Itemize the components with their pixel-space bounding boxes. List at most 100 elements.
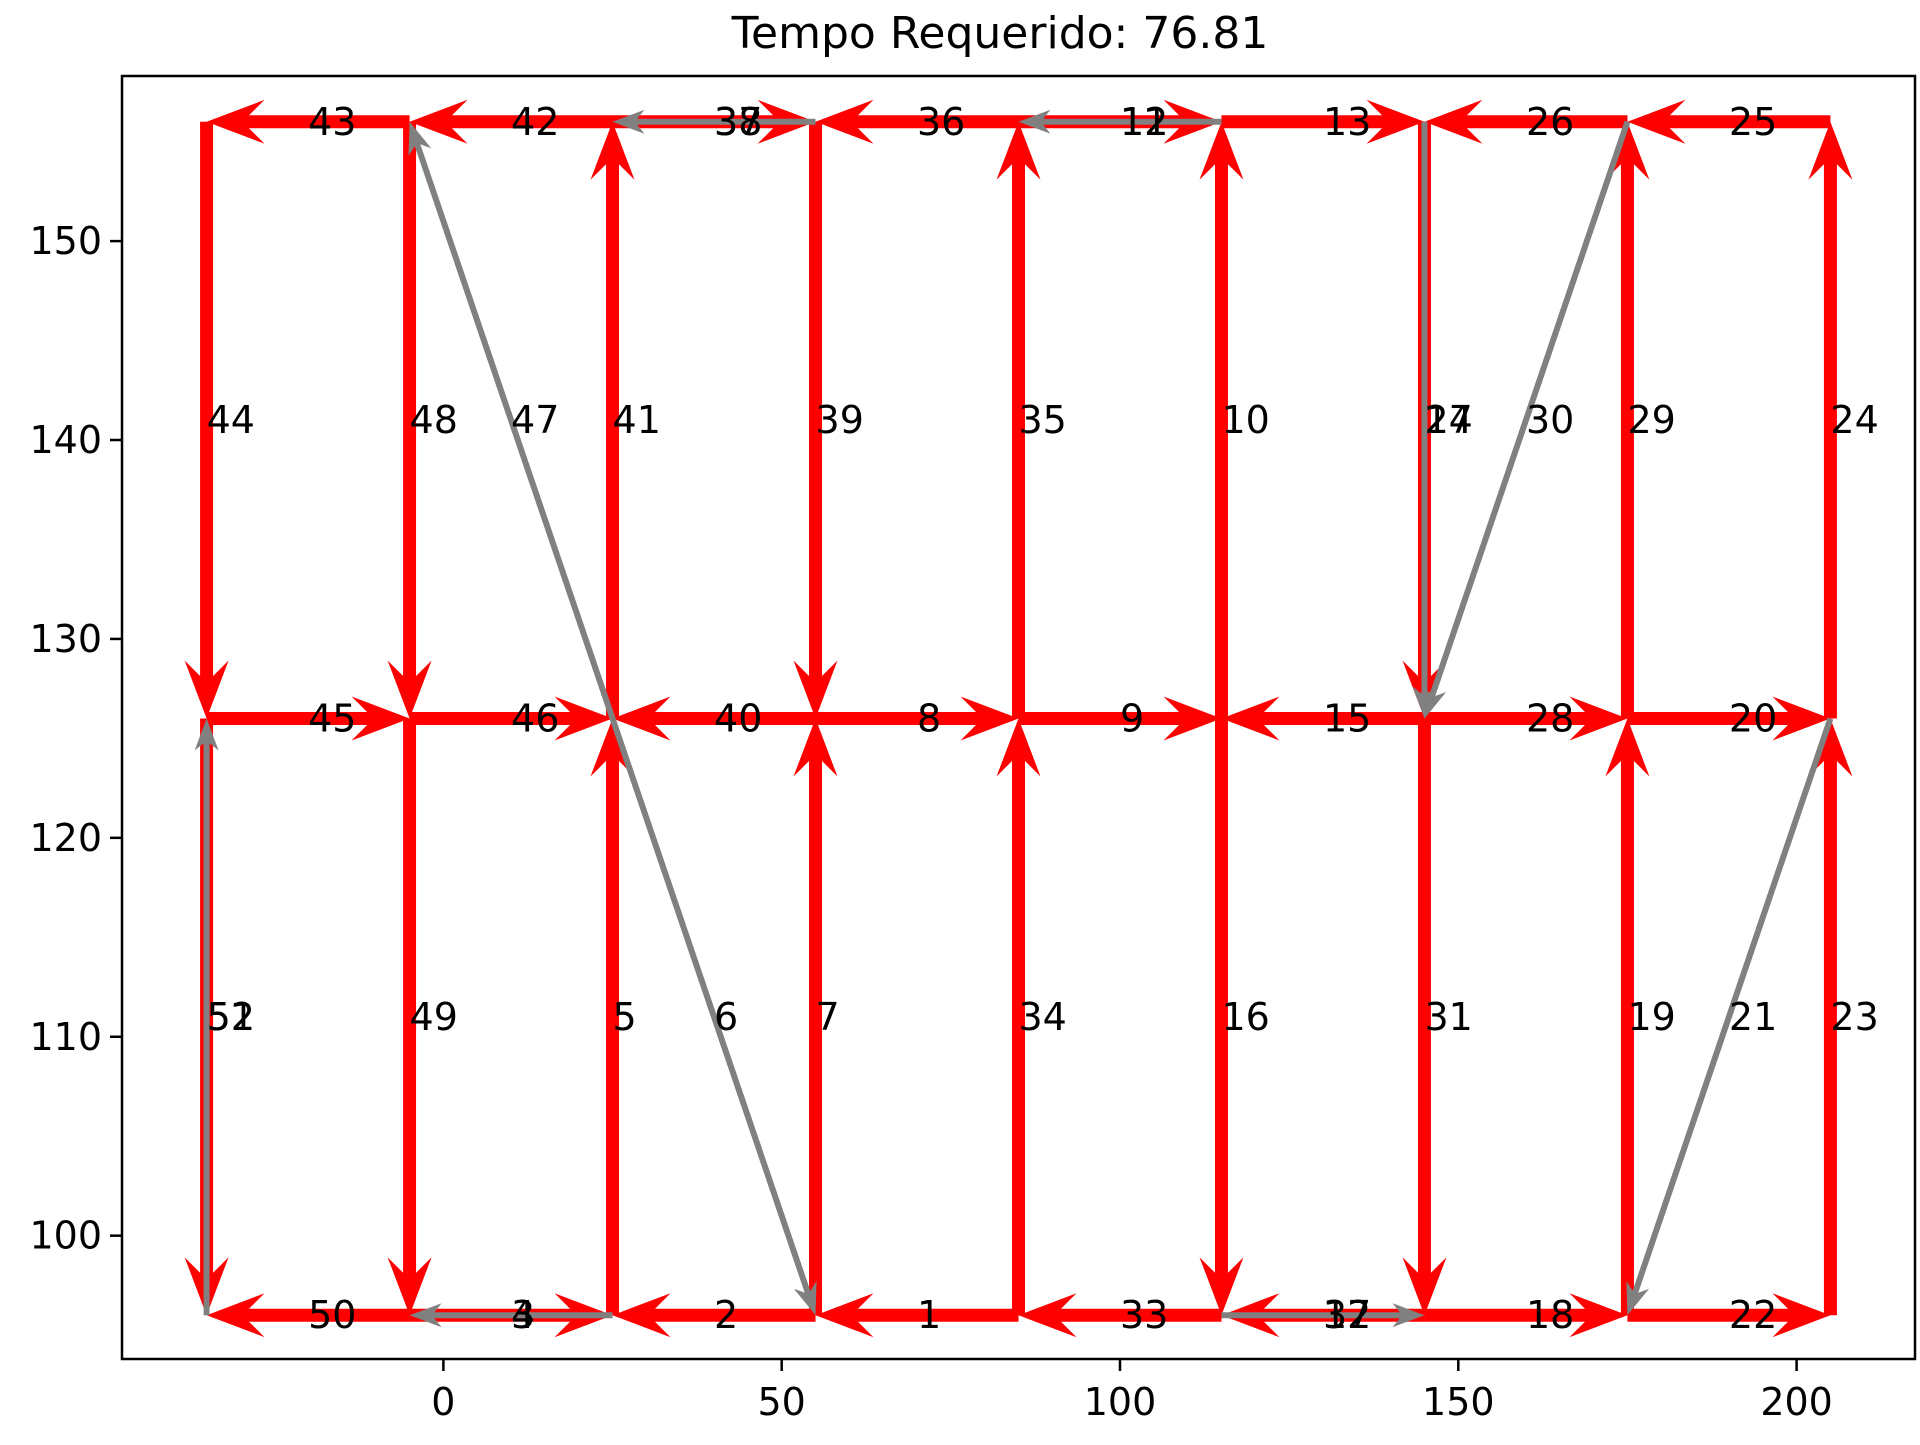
x-tick-label: 0 [431,1380,455,1424]
edge-2 [612,1293,816,1338]
edge-label: 45 [308,696,356,740]
edge-9 [1018,696,1222,741]
edge-arrowhead [408,121,432,156]
edge-label: 14 [1424,398,1472,442]
edge-label: 1 [917,1293,941,1337]
edge-arrowhead [1424,99,1483,144]
edge-label: 39 [816,398,864,442]
edge-label: 3 [511,1293,535,1337]
edge-13 [1221,99,1425,144]
edge-arrowhead [1808,121,1853,180]
edge-17 [1221,1303,1425,1328]
edge-arrowhead [387,1257,432,1316]
edge-arrowhead [1626,1281,1650,1316]
edge-8 [815,696,1019,741]
edge-label: 17 [1323,1293,1371,1337]
edge-45 [206,696,410,741]
y-tick-label: 100 [29,1214,102,1258]
edge-33 [1018,1293,1222,1338]
edge-label: 8 [917,696,941,740]
edge-arrowhead [1018,1293,1077,1338]
edge-43 [206,99,410,144]
edge-label: 31 [1424,995,1472,1039]
y-tick-label: 150 [29,219,102,263]
edge-arrowhead [206,1293,265,1338]
edge-label: 40 [714,696,762,740]
edge-line [412,138,616,720]
edge-label: 13 [1323,100,1371,144]
edge-arrowhead [1569,1293,1628,1338]
edge-label: 11 [1120,100,1168,144]
x-tick-label: 100 [1084,1380,1157,1424]
edge-label: 44 [207,398,255,442]
edge-label: 46 [511,696,559,740]
edge-36 [815,99,1019,144]
edge-arrowhead [996,718,1041,777]
edge-arrowhead [590,718,635,777]
plot-frame [120,74,1917,1361]
edge-arrowhead [1392,1303,1425,1328]
edge-label: 34 [1019,995,1067,1039]
edge-51 [194,718,219,1316]
edge-arrowhead [1199,121,1244,180]
edge-22 [1627,1293,1831,1338]
edge-arrowhead [194,718,219,751]
edge-arrowhead [409,1303,442,1328]
edge-arrowhead [612,1293,671,1338]
edge-label: 22 [1729,1293,1777,1337]
edge-40 [612,696,816,741]
edge-label: 47 [511,398,559,442]
edge-line [1630,717,1834,1299]
edge-arrowhead [1163,696,1222,741]
edge-20 [1627,696,1831,741]
edge-arrowhead [590,121,635,180]
edge-label: 7 [816,995,840,1039]
edge-arrowhead [409,99,468,144]
edge-label: 18 [1526,1293,1574,1337]
edge-16 [1199,718,1244,1316]
edge-arrowhead [1199,1257,1244,1316]
edge-label: 5 [613,995,637,1039]
edge-arrowhead [612,109,645,134]
edge-line [609,717,813,1299]
edge-label: 41 [613,398,661,442]
edge-arrowhead [1808,718,1853,777]
edge-label: 25 [1729,100,1777,144]
edge-label: 30 [1526,398,1574,442]
edge-label: 32 [1323,1293,1371,1337]
y-tick-label: 120 [29,816,102,860]
edge-label: 29 [1627,398,1675,442]
edge-arrowhead [793,660,838,719]
edge-label: 52 [207,995,255,1039]
edge-35 [996,121,1041,719]
edge-46 [409,696,613,741]
edge-6 [609,717,817,1316]
x-tick-label: 50 [758,1380,806,1424]
edge-label: 48 [410,398,458,442]
edge-34 [996,718,1041,1316]
edge-label: 51 [207,995,255,1039]
edge-10 [1199,121,1244,719]
edge-31 [1402,718,1447,1316]
edges-layer [184,99,1853,1338]
edge-26 [1424,99,1628,144]
edge-arrowhead [996,121,1041,180]
edge-arrowhead [793,1281,817,1316]
edge-5 [590,718,635,1316]
edge-arrowhead [815,99,874,144]
edge-arrowhead [612,696,671,741]
edge-18 [1424,1293,1628,1338]
y-tick-label: 140 [29,418,102,462]
edge-49 [387,718,432,1316]
edge-24 [1808,121,1853,719]
edge-arrowhead [1772,1293,1831,1338]
edge-1 [815,1293,1019,1338]
edge-arrowhead [1569,696,1628,741]
edge-line [1427,120,1631,702]
edge-label: 26 [1526,100,1574,144]
edge-arrowhead [1423,684,1447,719]
edge-label: 33 [1120,1293,1168,1337]
y-tick-label: 110 [29,1015,102,1059]
